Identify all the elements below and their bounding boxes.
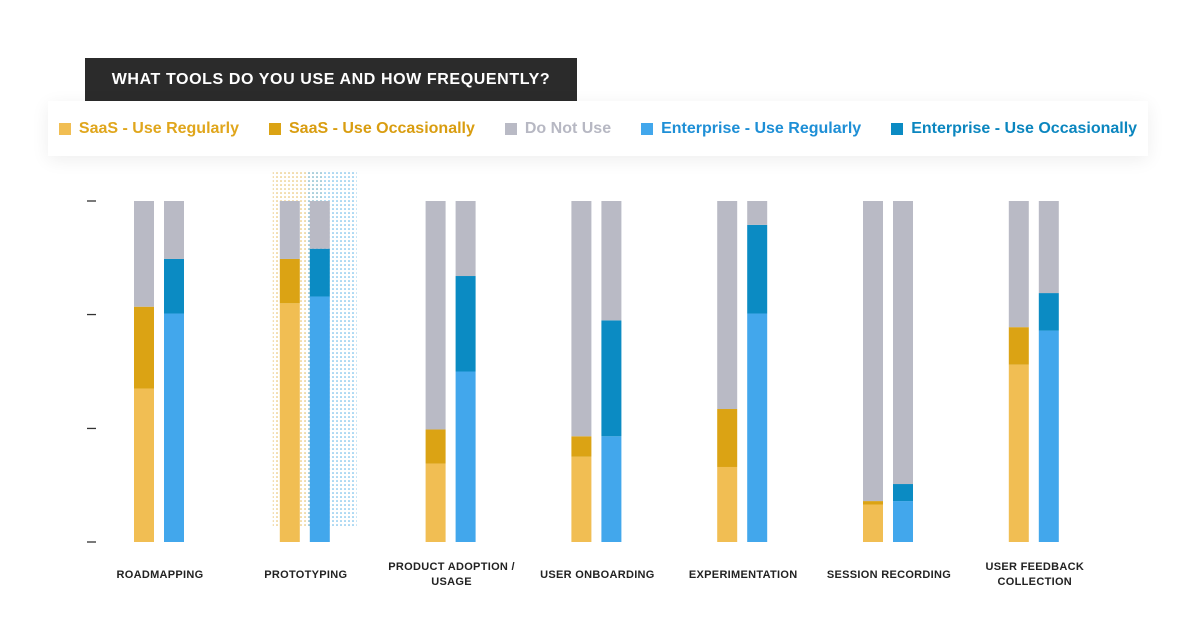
bar-segment	[747, 313, 768, 542]
bar-segment	[1038, 201, 1059, 294]
bar-segment	[747, 224, 768, 314]
legend-label: Do Not Use	[524, 119, 612, 137]
bar-segment	[747, 201, 768, 225]
bar-segment	[279, 258, 300, 304]
bar-segment	[134, 388, 154, 542]
bar-segment	[455, 276, 476, 372]
bar-segment	[134, 201, 154, 307]
category-label: EXPERIMENTATION	[689, 569, 798, 581]
legend-swatch	[269, 122, 281, 135]
bar-segment	[893, 201, 913, 485]
bar-segment	[164, 258, 184, 314]
category-label: ROADMAPPING	[116, 569, 203, 581]
bar-segment	[309, 201, 330, 249]
legend-label: Enterprise - Use Regularly	[661, 119, 862, 137]
category-label: USAGE	[431, 576, 472, 588]
bar-segment	[601, 320, 622, 437]
bar-segment	[279, 201, 300, 259]
legend-swatch	[58, 122, 71, 135]
bar-segment	[134, 306, 154, 389]
bar-segment	[309, 296, 330, 542]
category-label: PROTOTYPING	[264, 569, 347, 581]
bar-segment	[571, 436, 592, 457]
bar-segment	[164, 313, 184, 542]
legend-item: SaaS - Use Occasionally	[269, 120, 475, 138]
bar-segment	[425, 463, 446, 542]
bar-segment	[863, 501, 883, 505]
bar-segment	[455, 201, 476, 277]
legend-label: SaaS - Use Occasionally	[289, 119, 475, 137]
legend-label: SaaS - Use Regularly	[78, 119, 239, 137]
bar-segment	[425, 201, 446, 430]
bar-segment	[1008, 201, 1029, 328]
category-label: PRODUCT ADOPTION /	[388, 561, 515, 573]
bar-segment	[1038, 330, 1059, 542]
category-label: COLLECTION	[998, 576, 1073, 588]
legend-item: Enterprise - Use Regularly	[641, 120, 861, 138]
bar-segment	[1008, 327, 1029, 365]
bar-segment	[717, 201, 738, 410]
bar-segment	[571, 201, 592, 437]
bar-segment	[863, 504, 883, 542]
bar-segment	[717, 409, 738, 467]
bar-segment	[164, 201, 184, 259]
category-label: SESSION RECORDING	[827, 569, 951, 581]
bar-segment	[1038, 293, 1059, 331]
bar-segment	[425, 429, 446, 464]
category-label: USER ONBOARDING	[540, 569, 655, 581]
legend-label: Enterprise - Use Occasionally	[911, 119, 1138, 137]
bar-segment	[601, 436, 622, 542]
bar-segment	[601, 201, 622, 321]
bar-segment	[455, 371, 476, 542]
bar-segment	[863, 201, 883, 502]
legend-swatch	[641, 122, 654, 135]
bar-segment	[717, 466, 738, 542]
bar-segment	[571, 456, 592, 542]
bar-segment	[893, 501, 913, 542]
legend: SaaS - Use Regularly SaaS - Use Occasiona…	[48, 101, 1148, 156]
legend-swatch	[891, 122, 904, 135]
category-label: USER FEEDBACK	[985, 561, 1084, 573]
legend-item: Do Not Use	[504, 119, 612, 138]
chart-title: WHAT TOOLS DO YOU USE AND HOW FREQUENTLY…	[85, 58, 577, 101]
legend-item: SaaS - Use Regularly	[58, 119, 239, 138]
bar-segment	[1008, 364, 1029, 542]
bar-segment	[309, 248, 330, 297]
legend-swatch	[504, 122, 517, 135]
bar-segment	[893, 484, 913, 502]
bar-segment	[279, 303, 300, 542]
legend-item: Enterprise - Use Occasionally	[891, 120, 1137, 138]
